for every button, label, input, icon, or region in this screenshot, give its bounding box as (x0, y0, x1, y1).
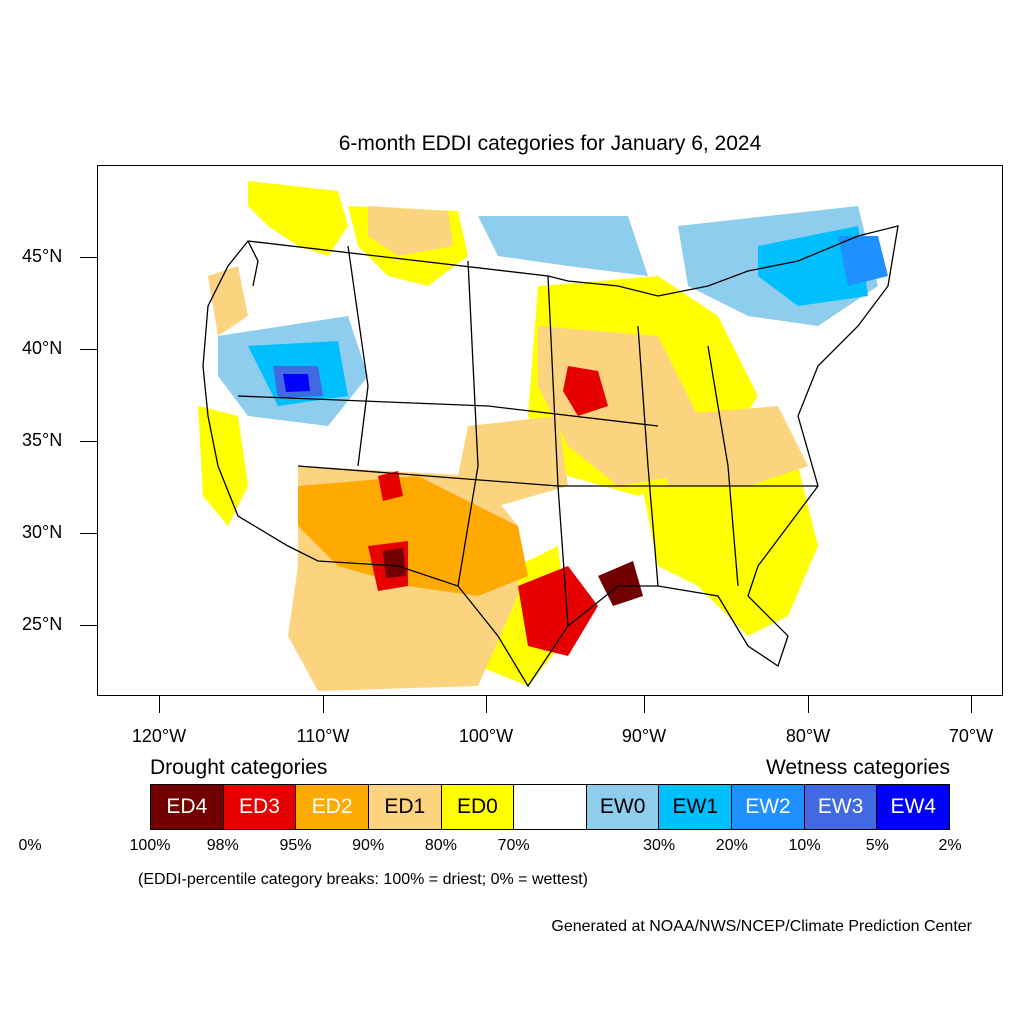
legend-swatch-ed4: ED4 (151, 785, 224, 829)
region-ed0-west (248, 181, 348, 256)
percentile-label: 98% (206, 837, 239, 854)
percentile-label: 100% (129, 837, 171, 854)
legend-swatch-ew4: EW4 (877, 785, 950, 829)
x-tick-label: 70°W (948, 726, 994, 746)
legend-swatch-ew3: EW3 (804, 785, 878, 829)
y-tick-mark (80, 533, 97, 534)
legend-swatch-ed0: ED0 (441, 785, 515, 829)
region-ed2-southwest (298, 476, 528, 596)
region-ed4-louisiana (598, 561, 643, 606)
y-tick-mark (80, 257, 97, 258)
y-tick-label: 40°N (22, 338, 63, 358)
x-tick-mark (644, 696, 645, 713)
region-ed1-central (458, 416, 568, 506)
x-tick-label: 120°W (131, 726, 187, 746)
percentile-label: 70% (497, 837, 530, 854)
x-tick-label: 100°W (458, 726, 514, 746)
x-tick-label: 90°W (621, 726, 667, 746)
eddi-map (97, 165, 1003, 696)
legend-swatch-ew0: EW0 (586, 785, 660, 829)
percentile-label: 90% (352, 837, 385, 854)
region-ed3-texas (518, 566, 598, 656)
x-tick-mark (808, 696, 809, 713)
drought-heading: Drought categories (150, 756, 328, 779)
percentile-label: 20% (715, 837, 748, 854)
y-tick-label: 45°N (22, 246, 63, 266)
credit-line: Generated at NOAA/NWS/NCEP/Climate Predi… (551, 918, 972, 935)
x-tick-mark (159, 696, 160, 713)
region-ew4-nevada (283, 374, 310, 392)
percentile-label: 95% (279, 837, 312, 854)
region-ed1-pacnw (208, 266, 248, 336)
x-tick-mark (486, 696, 487, 713)
legend-swatch-ed1: ED1 (368, 785, 442, 829)
y-tick-label: 30°N (22, 522, 63, 542)
x-tick-label: 80°W (785, 726, 831, 746)
y-tick-label: 35°N (22, 430, 63, 450)
region-ed3-nmexico (378, 471, 403, 501)
region-ew0-minnesota (478, 216, 648, 276)
x-tick-label: 110°W (296, 726, 350, 746)
region-ed1-ohio (658, 406, 808, 486)
region-ed1-midwest (538, 326, 698, 486)
map-title: 6-month EDDI categories for January 6, 2… (338, 132, 762, 155)
us-boundary (202, 225, 899, 688)
legend-swatch-blank (514, 785, 587, 829)
category-note: (EDDI-percentile category breaks: 100% =… (138, 871, 588, 888)
y-tick-mark (80, 349, 97, 350)
legend-swatch-ed2: ED2 (296, 785, 369, 829)
percentile-label: 5% (865, 837, 889, 854)
y-tick-mark (80, 625, 97, 626)
eddi-map-canvas (198, 181, 899, 691)
region-ed4-westtexas (383, 548, 406, 578)
x-tick-mark (323, 696, 324, 713)
legend-swatch-ed3: ED3 (223, 785, 297, 829)
percentile-label: 10% (788, 837, 821, 854)
region-ew2-maine (838, 236, 888, 286)
y-tick-mark (80, 441, 97, 442)
category-legend: ED4 ED3 ED2 ED1 ED0 EW0 EW1 EW2 EW3 EW4 (150, 784, 950, 830)
region-ed0-westcoast (198, 406, 248, 526)
region-ed0-southeast (638, 466, 818, 636)
x-tick-mark (971, 696, 972, 713)
percentile-label: 2% (938, 837, 962, 854)
wetness-heading: Wetness categories (765, 756, 950, 779)
percentile-label: 0% (18, 837, 42, 854)
category-regions (198, 181, 888, 691)
percentile-label: 80% (424, 837, 457, 854)
legend-swatch-ew2: EW2 (732, 785, 805, 829)
percentile-label: 30% (643, 837, 676, 854)
y-tick-label: 25°N (22, 614, 63, 634)
region-ed1-dakotas (368, 206, 453, 256)
legend-swatch-ew1: EW1 (659, 785, 733, 829)
region-ed3-iowa (563, 366, 608, 416)
